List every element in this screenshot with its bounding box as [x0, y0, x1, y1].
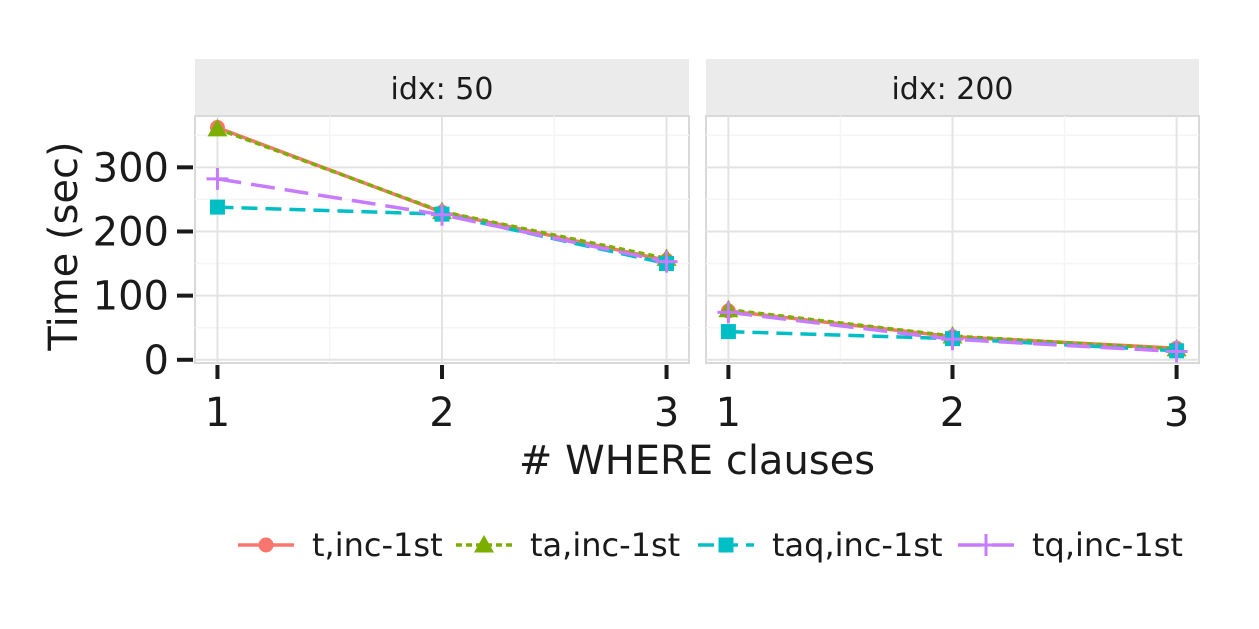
legend-item: ta,inc-1st	[456, 526, 680, 564]
chart-panels: idx: 50 idx: 200	[194, 59, 1200, 364]
data-point	[209, 199, 225, 215]
x-tick-label: 3	[654, 390, 679, 436]
legend-item: t,inc-1st	[238, 526, 443, 564]
x-axis-title: # WHERE clauses	[519, 438, 875, 484]
x-tick-label: 2	[940, 390, 965, 436]
y-tick-label: 200	[93, 209, 169, 255]
y-axis-title: Time (sec)	[41, 141, 87, 351]
legend-label: tq,inc-1st	[1032, 526, 1183, 564]
data-point	[431, 203, 453, 226]
legend-label: t,inc-1st	[312, 526, 443, 564]
facet-strip	[195, 59, 689, 115]
legend-item: taq,inc-1st	[698, 526, 943, 564]
x-tick-label: 1	[205, 390, 230, 436]
data-point	[941, 328, 964, 351]
y-tick-label: 300	[93, 145, 169, 191]
data-point	[206, 167, 229, 190]
x-tick-label: 3	[1164, 390, 1189, 436]
facet-strip	[706, 59, 1199, 115]
x-tick-label: 1	[716, 390, 741, 436]
legend-label: ta,inc-1st	[530, 526, 680, 564]
legend-label: taq,inc-1st	[772, 526, 943, 564]
facet-strip-label: idx: 200	[891, 72, 1013, 107]
data-point	[1165, 340, 1188, 363]
facet-panel: idx: 50	[194, 59, 690, 364]
facet-panel: idx: 200	[705, 59, 1200, 364]
y-tick-label: 100	[93, 274, 169, 320]
data-point	[207, 118, 228, 137]
data-point	[655, 250, 678, 273]
series-line	[216, 127, 667, 261]
legend-item: tq,inc-1st	[958, 526, 1183, 564]
y-tick-label: 0	[144, 338, 169, 384]
legend-key-marker	[474, 535, 494, 553]
x-tick-label: 2	[429, 390, 454, 436]
legend-key-marker	[975, 534, 997, 556]
data-point	[717, 301, 740, 324]
facet-strip-label: idx: 50	[391, 72, 494, 107]
y-axis: 0 100 200 300	[93, 145, 193, 384]
legend-key-marker	[258, 537, 274, 553]
data-point	[720, 324, 736, 340]
legend: t,inc-1st ta,inc-1st taq,inc-1st tq,inc-1st	[238, 526, 1183, 564]
legend-key-marker	[718, 537, 734, 553]
